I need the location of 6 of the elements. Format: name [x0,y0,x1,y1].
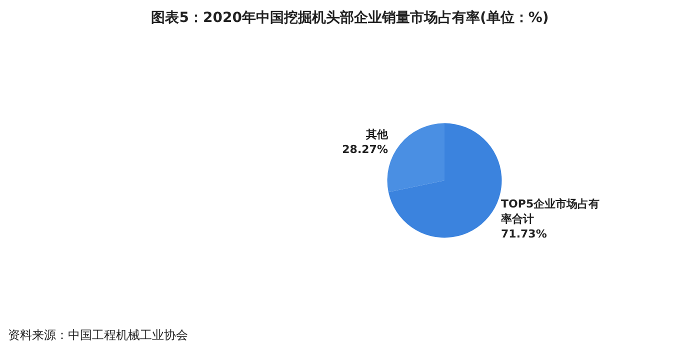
text: 资料来源：中国工程机械工业协会 [8,328,188,342]
slice-label: 其他 [364,128,389,141]
chart-title: 图表5：2020年中国挖掘机头部企业销量市场占有率(单位：%) [151,9,549,26]
slice-label: TOP5企业市场占有率合计 [500,198,600,226]
data-label: 28.27% [342,142,388,156]
data-label: 71.73% [501,228,547,241]
